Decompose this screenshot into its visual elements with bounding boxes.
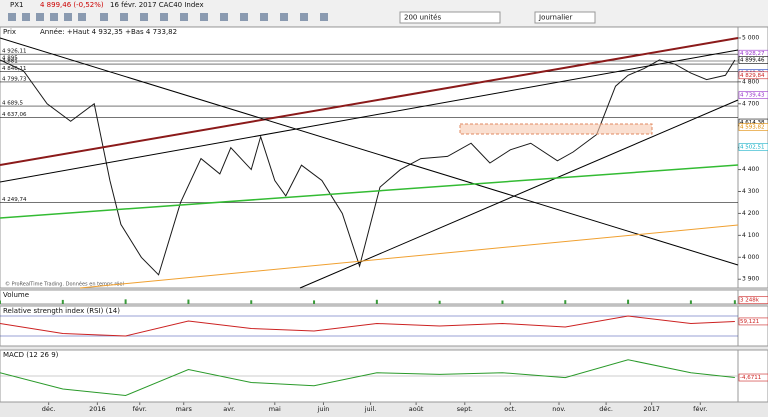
volume-bar [187, 299, 190, 304]
volume-bar [438, 300, 441, 304]
level-label: 4 881 [2, 59, 18, 65]
value-tag-label: 4 829,84 [740, 73, 765, 79]
value-tag [738, 91, 768, 99]
x-tick-label: oct. [504, 405, 516, 413]
panel-note: © ProRealTime Trading. Données en temps … [5, 281, 124, 288]
value-tag [738, 317, 768, 326]
panel-title: Relative strength index (RSI) (14) [3, 307, 120, 315]
period-select[interactable] [534, 11, 596, 24]
value-tag [738, 373, 768, 382]
volume-bar [250, 300, 253, 304]
y-tick-label: 4 100 [742, 232, 759, 239]
level-label: 4 799,73 [2, 76, 27, 82]
value-tag-label: 59,121 [740, 319, 759, 325]
axis-bg [737, 305, 768, 347]
x-tick-label: 2016 [89, 405, 106, 413]
y-tick-label: 4 800 [742, 78, 759, 85]
units-select[interactable] [399, 11, 501, 24]
axis-bg [737, 26, 768, 289]
volume-bar [313, 300, 316, 304]
level-label: 4 637,06 [2, 112, 27, 118]
value-tag-label: 4 614,38 [740, 120, 765, 126]
y-tick-label: 4 400 [742, 166, 759, 173]
y-tick-label: 4 000 [742, 254, 759, 261]
panel-title: Volume [3, 291, 29, 299]
trendlines [0, 37, 739, 289]
level-label: 4 249,74 [2, 197, 27, 203]
y-tick-label: 4 300 [742, 188, 759, 195]
symbol: PX1 [10, 1, 23, 9]
panel-title: MACD (12 26 9) [3, 351, 59, 359]
x-tick-label: sept. [457, 405, 473, 413]
value-tag-label: 4 899,46 [740, 58, 765, 64]
x-tick-label: avr. [223, 405, 235, 413]
value-tag [738, 123, 768, 131]
units: 200 unités [404, 14, 441, 22]
panel-bg [0, 305, 739, 347]
series-line [0, 59, 736, 276]
value-tag-label: 4 928,27 [740, 51, 765, 57]
series-line [0, 315, 735, 337]
value-tag [738, 143, 768, 151]
volume-bar [124, 299, 127, 304]
x-tick-label: juin [317, 405, 330, 413]
value-tag-label: 3 248k [740, 298, 760, 304]
panel-subtitle: Année: +Haut 4 932,35 +Bas 4 733,82 [40, 28, 177, 36]
x-tick-label: juil. [364, 405, 377, 413]
volume-bar [564, 300, 567, 304]
instrument-info: 16 févr. 2017 CAC40 Index [110, 1, 204, 9]
x-tick-label: mai [269, 405, 281, 413]
volume-bar [501, 300, 504, 304]
level-label: 4 846,11 [2, 66, 27, 72]
value-tag-label: -4,6711 [740, 375, 761, 381]
x-tick-label: déc. [599, 405, 613, 413]
x-tick-label: févr. [693, 405, 707, 413]
y-tick-label: 3 900 [742, 276, 759, 283]
x-tick-label: déc. [42, 405, 56, 413]
value-tag [738, 296, 768, 305]
y-tick-label: 4 700 [742, 100, 759, 107]
x-tick-label: août [409, 405, 424, 413]
value-tag-label: 4 502,51 [740, 145, 765, 151]
level-label: 4 895 [2, 55, 18, 61]
volume-bar [627, 299, 630, 304]
x-tick-label: 2017 [643, 405, 660, 413]
value-tag-label: 4 739,43 [740, 93, 765, 99]
x-tick-label: nov. [552, 405, 566, 413]
volume-bar [0, 300, 1, 304]
level-label: 4 926,11 [2, 49, 27, 55]
series-line [0, 359, 735, 397]
volume-bar [689, 300, 692, 304]
value-tag-label: 4 593,82 [740, 125, 765, 131]
panels: Prix Année: +Haut 4 932,35 +Bas 4 733,82 ©… [0, 26, 768, 413]
y-tick-label: 4 200 [742, 210, 759, 217]
panel-bg [0, 26, 739, 289]
volume-bar [61, 299, 64, 304]
last-price: 4 899,46 (-0,52%) [40, 1, 104, 9]
value-tag [738, 56, 768, 64]
x-tick-label: mars [176, 405, 193, 413]
panel-title: Prix [3, 28, 16, 36]
volume-bar [733, 300, 736, 304]
y-tick-label: 5 000 [742, 34, 759, 41]
toolbar-icons[interactable] [8, 13, 328, 21]
x-tick-label: févr. [133, 405, 147, 413]
volume-bar [375, 299, 378, 304]
value-tag [738, 71, 768, 80]
period: Journalier [538, 14, 572, 22]
level-label: 4 689,5 [2, 101, 23, 107]
